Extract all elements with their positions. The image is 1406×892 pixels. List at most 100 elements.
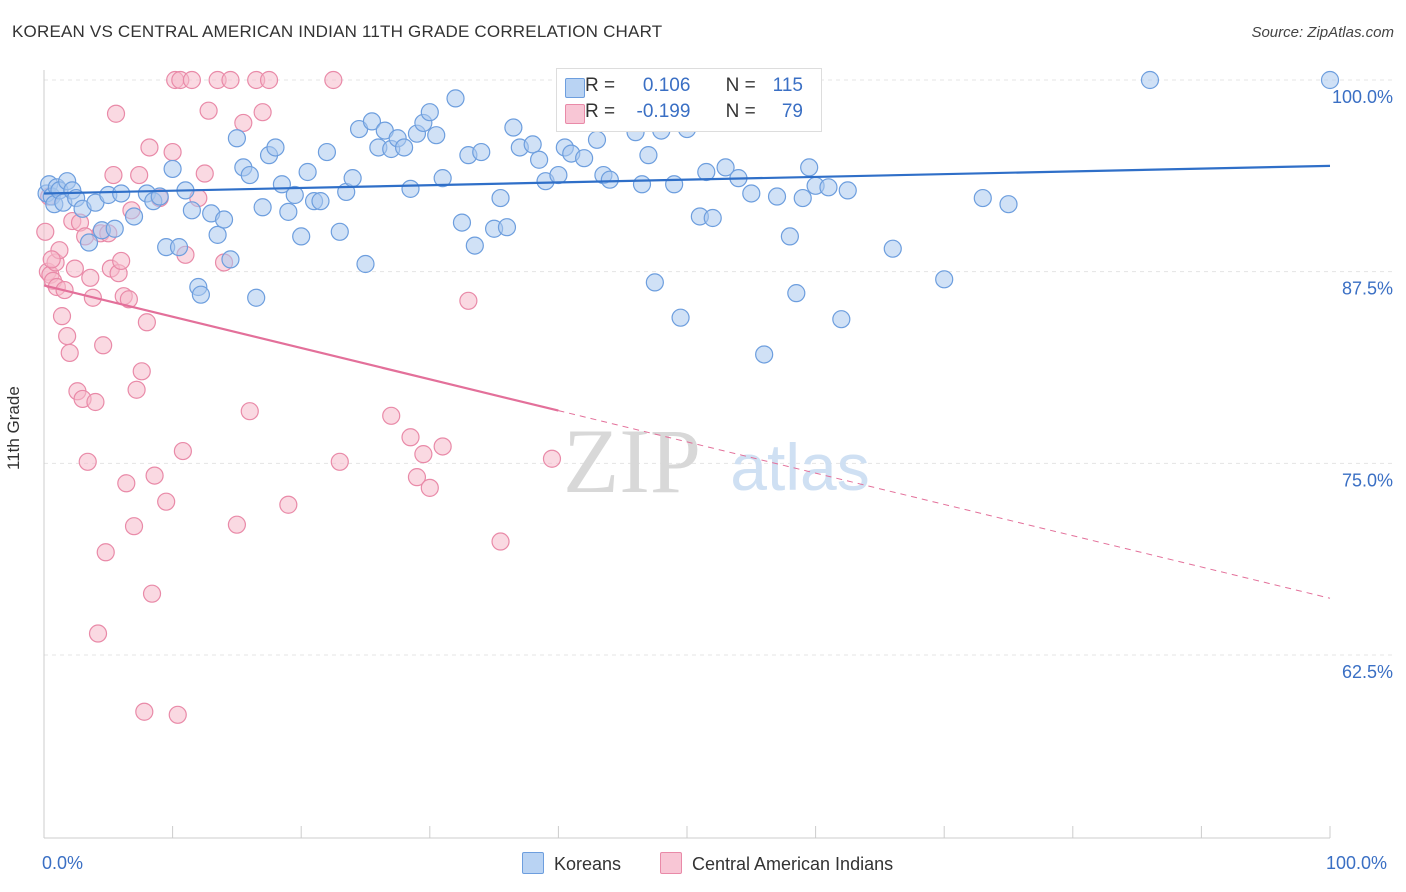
central-american-indians-point <box>240 402 259 421</box>
koreans-point <box>645 273 664 292</box>
central-american-indians-point <box>65 259 84 278</box>
koreans-point <box>1320 70 1340 90</box>
watermark: ZIP atlas <box>563 410 870 512</box>
koreans-point <box>253 198 272 217</box>
central-american-indians-point <box>81 268 100 287</box>
central-american-indians-swatch <box>565 104 585 124</box>
central-american-indians-point <box>173 441 192 461</box>
central-american-indians-point <box>382 406 401 425</box>
koreans-point <box>124 207 144 226</box>
central-american-indians-point <box>324 70 343 90</box>
koreans-point <box>703 208 722 228</box>
central-american-indians-point <box>106 104 126 123</box>
koreans-point <box>105 219 124 238</box>
koreans-point <box>163 159 182 179</box>
central-american-indians-point <box>96 543 115 562</box>
central-american-indians-point <box>227 515 246 534</box>
central-american-indians-point <box>94 336 113 355</box>
koreans-point <box>819 178 838 197</box>
koreans-point <box>838 181 857 200</box>
koreans-point <box>491 188 510 208</box>
central-american-indians-point <box>157 492 176 511</box>
legend-item-koreans: Koreans <box>522 852 621 875</box>
central-american-indians-point <box>182 70 201 90</box>
legend-item-central-american-indians: Central American Indians <box>660 852 893 875</box>
koreans-point <box>497 218 517 237</box>
trend-lines <box>43 164 1331 599</box>
central-american-indians-point <box>60 343 79 363</box>
central-american-indians-point <box>234 113 253 133</box>
koreans-point <box>575 149 594 168</box>
central-american-indians-point <box>124 517 144 536</box>
y-tick-label: 62.5% <box>1342 662 1393 682</box>
koreans-point <box>182 201 201 220</box>
koreans-point <box>420 103 439 122</box>
koreans-r-value: 0.106 <box>642 75 691 96</box>
koreans-point <box>112 184 131 203</box>
koreans-point <box>523 135 542 154</box>
koreans-point <box>883 239 902 258</box>
central-american-indians-point <box>86 392 105 412</box>
koreans-point <box>530 150 549 169</box>
x-tick-label-min: 0.0% <box>42 853 84 873</box>
central-american-indians-point <box>199 101 218 120</box>
koreans-point <box>755 345 774 364</box>
koreans-point <box>330 222 349 241</box>
koreans-point <box>639 146 658 165</box>
central-american-indians-point <box>52 307 72 326</box>
koreans-point <box>1140 70 1160 90</box>
central-american-indians-point <box>195 164 214 183</box>
koreans-point <box>665 175 684 194</box>
koreans-point <box>401 179 420 198</box>
koreans-point <box>311 192 330 211</box>
central-american-indians-point <box>130 165 149 185</box>
koreans-point <box>600 170 619 189</box>
koreans-point <box>427 126 446 145</box>
koreans-trend-line <box>43 164 1331 195</box>
central-american-indians-trend-extension <box>558 410 1331 599</box>
y-tick-label: 75.0% <box>1342 470 1393 490</box>
central-american-indians-point <box>253 103 272 122</box>
koreans-point <box>465 236 484 255</box>
central-american-indians-point <box>78 452 97 471</box>
central-american-indians-point <box>132 362 151 381</box>
koreans-point <box>793 188 812 208</box>
watermark-atlas: atlas <box>730 430 869 504</box>
koreans-point <box>266 138 285 157</box>
n-label: N = <box>725 75 756 96</box>
watermark-zip: ZIP <box>563 410 701 512</box>
central-american-indians-point <box>259 70 279 90</box>
koreans-point <box>298 162 317 182</box>
central-american-indians-point <box>163 142 182 162</box>
koreans-point <box>787 284 806 303</box>
central-american-indians-point <box>414 445 433 464</box>
central-american-indians-point <box>401 428 420 447</box>
chart-title: KOREAN VS CENTRAL AMERICAN INDIAN 11TH G… <box>12 22 663 41</box>
y-tick-label: 87.5% <box>1342 279 1393 299</box>
stats-row-central-american-indians: R = -0.199 N = 79 <box>565 101 803 125</box>
koreans-point <box>433 169 452 188</box>
koreans-point <box>169 238 189 257</box>
koreans-point <box>742 184 761 203</box>
koreans-points <box>37 70 1340 364</box>
koreans-point <box>472 142 491 162</box>
koreans-point <box>317 142 337 162</box>
central-american-indians-r-value: -0.199 <box>636 101 691 122</box>
koreans-point <box>191 285 210 304</box>
central-american-indians-point <box>117 474 136 493</box>
source-label: Source: ZipAtlas.com <box>1251 24 1394 41</box>
koreans-point <box>780 227 799 246</box>
central-american-indians-point <box>168 705 187 724</box>
central-american-indians-point <box>491 532 510 551</box>
koreans-point <box>999 195 1018 214</box>
koreans-point <box>214 210 234 229</box>
y-tick-label: 100.0% <box>1332 87 1393 107</box>
r-label: R = <box>585 75 616 96</box>
koreans-point <box>394 138 414 157</box>
central-american-indians-point <box>420 478 439 497</box>
koreans-point <box>452 213 472 232</box>
koreans-point <box>343 169 362 188</box>
koreans-point <box>767 187 787 206</box>
koreans-point <box>292 227 311 246</box>
n-label: N = <box>725 101 756 122</box>
